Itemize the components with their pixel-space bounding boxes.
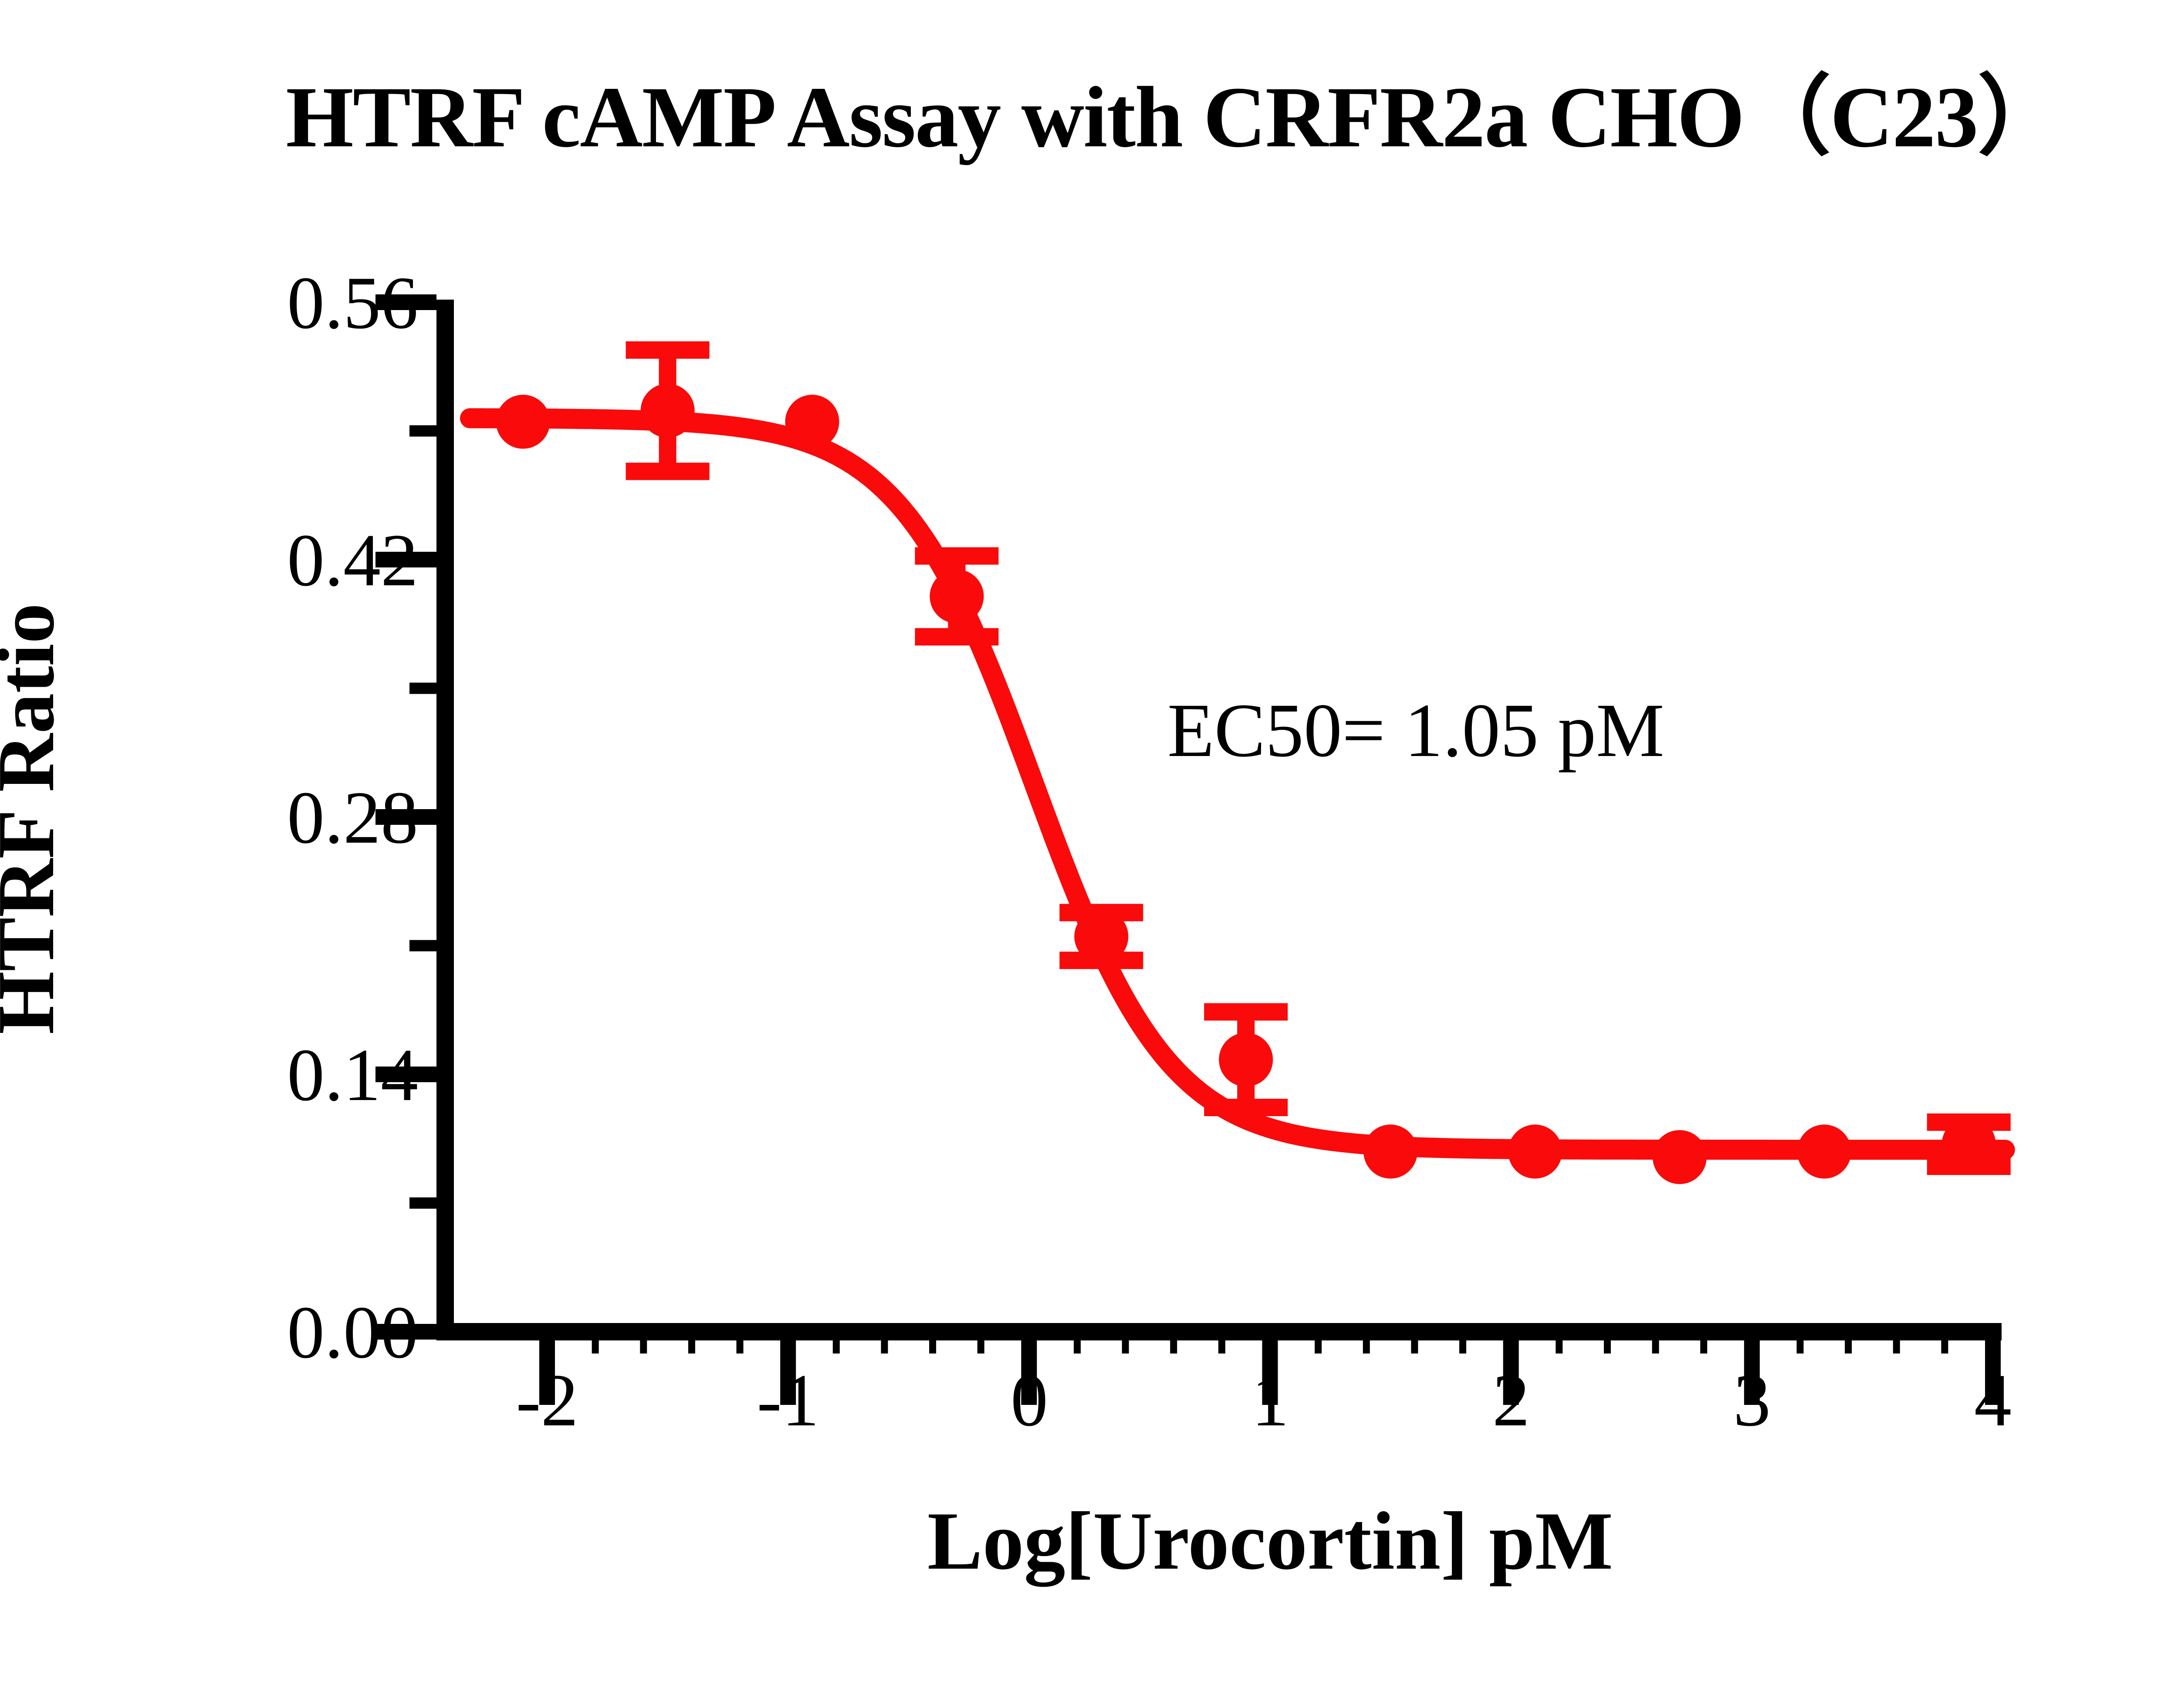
data-point-marker (1797, 1124, 1851, 1179)
data-point-marker (1941, 1117, 1996, 1171)
y-axis-ticks (375, 294, 436, 1340)
data-point-marker (1219, 1033, 1273, 1087)
y-axis-minor-ticks (409, 425, 436, 1209)
data-point-marker (930, 569, 984, 624)
data-point-marker (1363, 1124, 1418, 1179)
data-point-marker (496, 395, 550, 449)
page-title: HTRF cAMP Assay with CRFR2a CHO（C23） (286, 69, 2065, 165)
axis-spines (436, 300, 2002, 1340)
data-point-marker (640, 384, 695, 438)
error-bars (626, 341, 2011, 1175)
data-point-marker (1508, 1124, 1562, 1179)
data-point-marker (1652, 1130, 1707, 1184)
ec50-annotation: EC50= 1.05 pM (1167, 688, 1664, 773)
x-axis-minor-ticks (592, 1340, 1948, 1354)
x-axis-ticks (539, 1340, 2001, 1405)
data-points (496, 384, 1996, 1184)
x-axis-title: Log[Urocortin] pM (927, 1495, 1613, 1587)
data-point-marker (1074, 909, 1129, 964)
data-point-marker (785, 395, 839, 449)
